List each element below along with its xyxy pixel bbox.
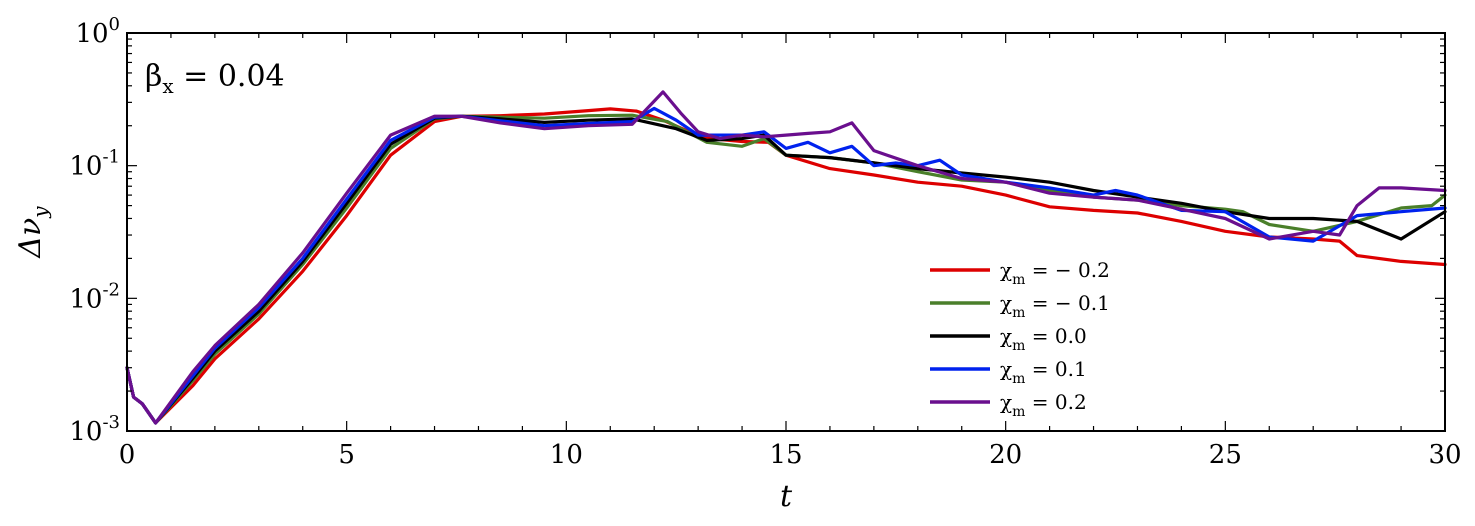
series-line-2 <box>125 113 1447 425</box>
x-tick-label: 30 <box>1428 440 1461 470</box>
plot-frame <box>126 32 1446 432</box>
legend-label: χm = − 0.2 <box>1000 258 1110 288</box>
x-tick-label: 10 <box>550 440 583 470</box>
y-tick-label: 10-3 <box>69 412 120 447</box>
y-axis-title: Δνy <box>13 206 52 259</box>
y-tick-label: 100 <box>75 14 120 49</box>
legend-label: χm = 0.2 <box>1000 390 1087 420</box>
y-tick-label: 10-1 <box>69 147 120 182</box>
series-line-5 <box>125 90 1447 425</box>
x-tick-label: 25 <box>1209 440 1242 470</box>
legend: χm = − 0.2χm = − 0.1χm = 0.0χm = 0.1χm =… <box>930 258 1110 420</box>
x-tick-label: 15 <box>769 440 802 470</box>
legend-label: χm = 0.1 <box>1000 357 1087 387</box>
x-tick-label: 20 <box>989 440 1022 470</box>
x-tick-label: 5 <box>338 440 355 470</box>
annotation: βx = 0.04 <box>145 59 285 98</box>
y-tick-labels: 10-3 10-2 10-1 100 <box>69 14 120 447</box>
legend-label: χm = − 0.1 <box>1000 291 1110 321</box>
y-tick-label: 10-2 <box>69 279 120 314</box>
series-layer <box>125 90 1447 425</box>
x-tick-labels: 0 5 10 15 20 25 30 <box>119 440 1462 470</box>
series-line-4 <box>125 106 1447 425</box>
x-axis-title: t <box>780 479 793 514</box>
legend-label: χm = 0.0 <box>1000 324 1087 354</box>
x-tick-label: 0 <box>119 440 136 470</box>
